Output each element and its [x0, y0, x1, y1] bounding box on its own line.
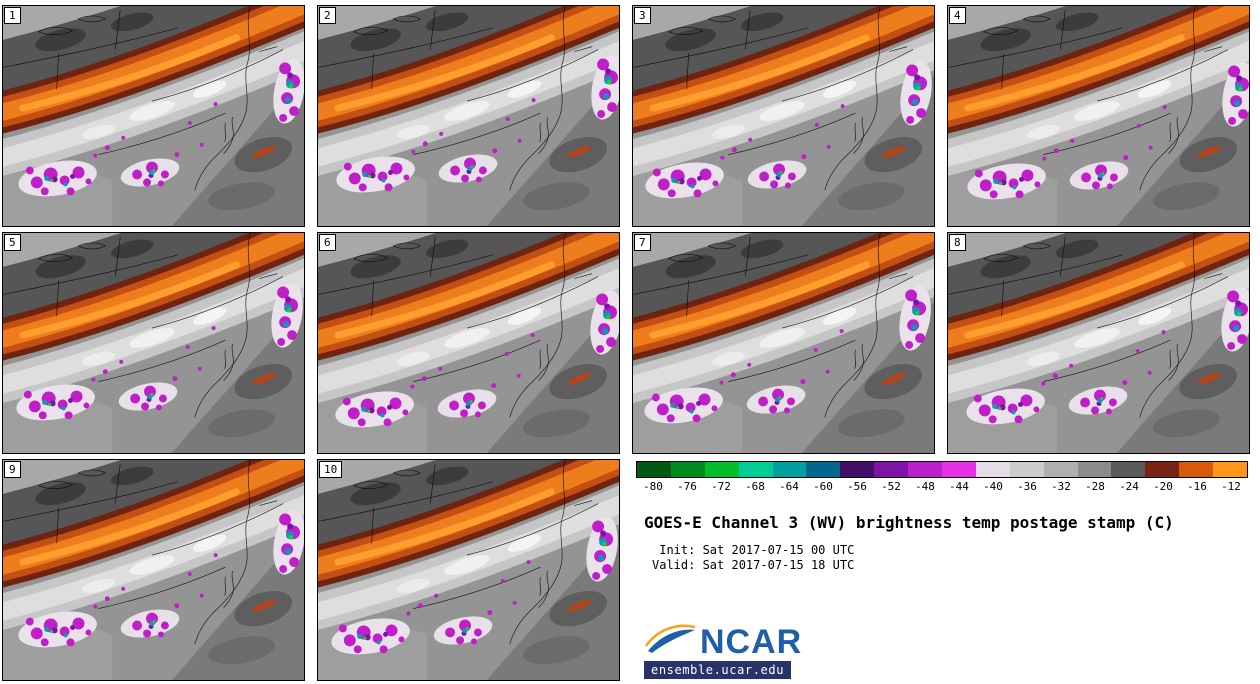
panel-7: 7 [632, 232, 935, 454]
colorbar-cell [704, 462, 739, 477]
wv-satellite-map [318, 233, 619, 453]
init-time: Init: Sat 2017-07-15 00 UTC [652, 543, 855, 557]
colorbar-tick: -16 [1187, 480, 1207, 493]
colorbar-tick: -68 [745, 480, 765, 493]
colorbar-cell [908, 462, 943, 477]
colorbar-cell [1179, 462, 1214, 477]
panel-number-badge: 3 [634, 7, 651, 24]
panel-3: 3 [632, 5, 935, 227]
panel-number-badge: 7 [634, 234, 651, 251]
wv-satellite-map [318, 6, 619, 226]
colorbar-tick: -56 [847, 480, 867, 493]
colorbar-tick: -32 [1051, 480, 1071, 493]
valid-time: Valid: Sat 2017-07-15 18 UTC [652, 558, 855, 572]
colorbar-tick: -24 [1119, 480, 1139, 493]
colorbar-cell [670, 462, 705, 477]
colorbar-tick: -52 [881, 480, 901, 493]
ncar-wordmark: NCAR [700, 623, 803, 662]
panel-8: 8 [947, 232, 1250, 454]
colorbar-cell [1009, 462, 1044, 477]
colorbar-cell [806, 462, 841, 477]
panel-4: 4 [947, 5, 1250, 227]
panel-number-badge: 6 [319, 234, 336, 251]
panel-5: 5 [2, 232, 305, 454]
colorbar-cell [1111, 462, 1146, 477]
colorbar-cell [637, 462, 671, 477]
panel-number-badge: 9 [4, 461, 21, 478]
wv-satellite-map [633, 6, 934, 226]
figure-title: GOES-E Channel 3 (WV) brightness temp po… [644, 513, 1174, 532]
panel-number-badge: 2 [319, 7, 336, 24]
colorbar-tick: -20 [1153, 480, 1173, 493]
ncar-swoosh-icon [644, 624, 696, 653]
colorbar [636, 461, 1248, 478]
colorbar-tick: -12 [1221, 480, 1241, 493]
panel-number-badge: 8 [949, 234, 966, 251]
wv-satellite-map [948, 6, 1249, 226]
colorbar-cell [1213, 462, 1248, 477]
panel-number-badge: 10 [319, 461, 343, 478]
ensemble-url: ensemble.ucar.edu [644, 661, 792, 679]
panel-1: 1 [2, 5, 305, 227]
colorbar-tick: -48 [915, 480, 935, 493]
colorbar-cell [1077, 462, 1112, 477]
colorbar-tick: -60 [813, 480, 833, 493]
wv-satellite-map [3, 460, 304, 680]
ncar-logo: NCAR ensemble.ucar.edu [644, 619, 802, 679]
panel-9: 9 [2, 459, 305, 681]
colorbar-tick: -76 [677, 480, 697, 493]
colorbar-cell [1043, 462, 1078, 477]
legend-area: -80 -76 -72 -68 -64 -60 -56 -52 -48 -44 -40 -36 -32 -… [632, 459, 1250, 681]
colorbar-tick: -44 [949, 480, 969, 493]
panel-6: 6 [317, 232, 620, 454]
panel-number-badge: 5 [4, 234, 21, 251]
colorbar-cell [1145, 462, 1180, 477]
wv-satellite-map [948, 233, 1249, 453]
colorbar-tick: -80 [643, 480, 663, 493]
wv-satellite-map [318, 460, 619, 680]
colorbar-ticks: -80 -76 -72 -68 -64 -60 -56 -52 -48 -44 -40 -36 -32 -… [636, 481, 1248, 494]
colorbar-cell [975, 462, 1010, 477]
panel-2: 2 [317, 5, 620, 227]
colorbar-tick: -36 [1017, 480, 1037, 493]
colorbar-tick: -40 [983, 480, 1003, 493]
wv-satellite-map [3, 6, 304, 226]
colorbar-cell [942, 462, 976, 477]
colorbar-cell [772, 462, 807, 477]
colorbar-tick: -72 [711, 480, 731, 493]
panel-number-badge: 4 [949, 7, 966, 24]
colorbar-cell [874, 462, 909, 477]
wv-satellite-map [3, 233, 304, 453]
panel-10: 10 [317, 459, 620, 681]
colorbar-cell [840, 462, 875, 477]
colorbar-cell [738, 462, 773, 477]
panel-number-badge: 1 [4, 7, 21, 24]
colorbar-tick: -64 [779, 480, 799, 493]
colorbar-tick: -28 [1085, 480, 1105, 493]
wv-satellite-map [633, 233, 934, 453]
